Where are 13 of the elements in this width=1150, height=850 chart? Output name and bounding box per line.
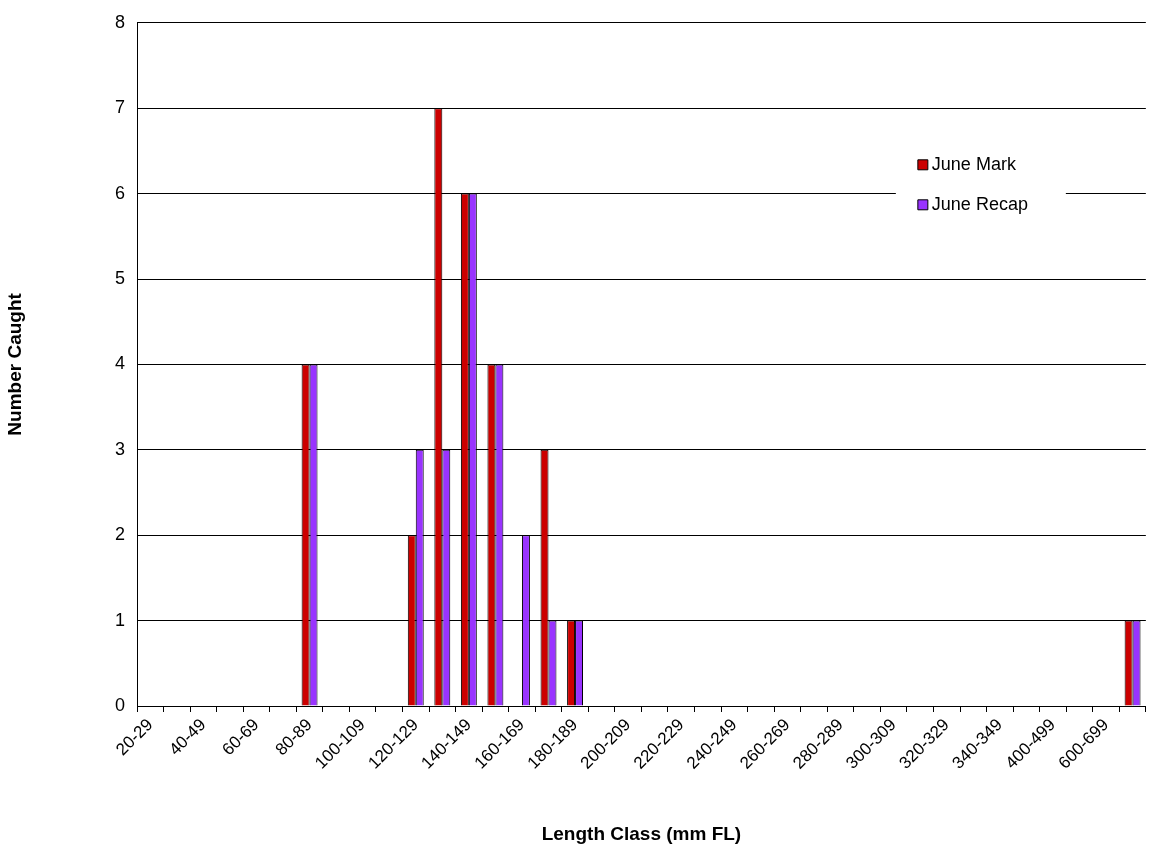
y-tick-label: 4: [114, 353, 125, 374]
y-tick-label: 2: [114, 524, 125, 545]
y-tick-label: 1: [114, 609, 125, 630]
y-tick-label: 6: [114, 182, 125, 203]
y-axis-title: Number Caught: [3, 292, 25, 436]
x-axis-title: Length Class (mm FL): [541, 822, 742, 844]
y-tick-label: 7: [114, 97, 125, 118]
legend-label: June Mark: [931, 153, 1017, 174]
y-tick-label: 3: [114, 438, 125, 459]
y-tick-label: 8: [114, 11, 125, 32]
y-tick-label: 0: [114, 694, 125, 715]
legend-label: June Recap: [931, 193, 1028, 214]
y-tick-label: 5: [114, 267, 125, 288]
